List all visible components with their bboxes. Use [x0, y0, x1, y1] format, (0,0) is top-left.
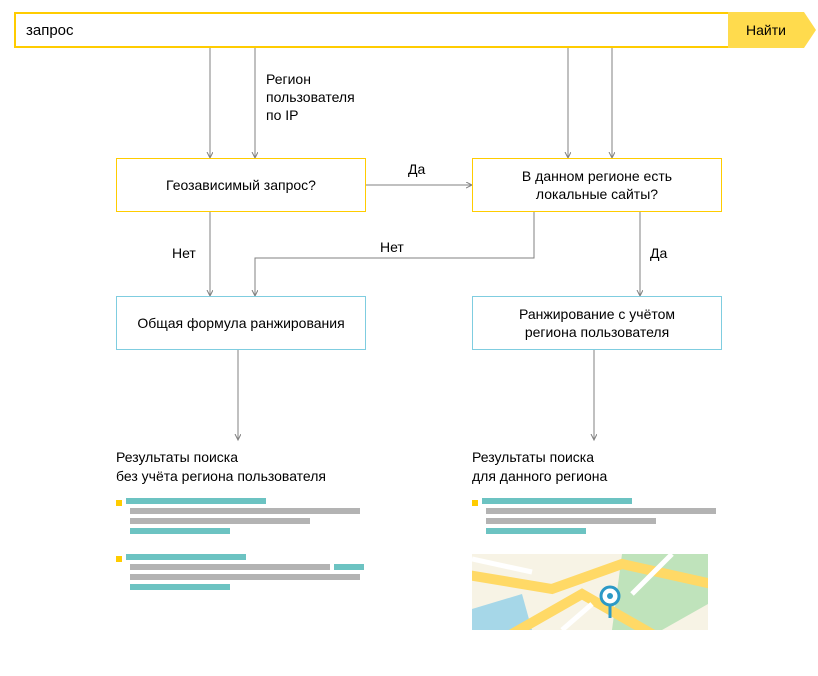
search-button[interactable]: Найти: [728, 12, 804, 48]
edge-label-yes-1: Да: [408, 160, 425, 178]
serp-line: [486, 518, 656, 524]
serp-line: [130, 508, 360, 514]
serp-line: [486, 508, 716, 514]
serp-line: [130, 564, 330, 570]
node-geo-query: Геозависимый запрос?: [116, 158, 366, 212]
serp-item: [116, 554, 364, 594]
edge-label-region-ip: Регион пользователя по IP: [266, 70, 355, 125]
serp-line: [486, 528, 586, 534]
search-input[interactable]: [14, 12, 728, 48]
serp-bullet: [116, 556, 122, 562]
serp-line: [126, 498, 266, 504]
node-general-formula: Общая формула ранжирования: [116, 296, 366, 350]
serp-line: [130, 574, 360, 580]
serp-bullet: [472, 500, 478, 506]
results-right-title: Результаты поиска для данного региона: [472, 448, 716, 486]
serp-line: [482, 498, 632, 504]
search-bar: Найти: [14, 12, 804, 48]
serp-line: [130, 518, 310, 524]
node-local-sites: В данном регионе есть локальные сайты?: [472, 158, 722, 212]
serp-line: [334, 564, 364, 570]
results-left: Результаты поиска без учёта региона поль…: [116, 448, 364, 610]
edge-label-yes-2: Да: [650, 244, 667, 262]
serp-item: [472, 498, 716, 538]
serp-line: [126, 554, 246, 560]
node-region-ranking: Ранжирование с учётом региона пользовате…: [472, 296, 722, 350]
map-preview: [472, 554, 708, 630]
results-left-title: Результаты поиска без учёта региона поль…: [116, 448, 364, 486]
edge-label-no-1: Нет: [172, 244, 196, 262]
edge-label-no-2: Нет: [380, 238, 404, 256]
serp-line: [130, 584, 230, 590]
serp-item: [116, 498, 364, 538]
serp-line: [130, 528, 230, 534]
serp-bullet: [116, 500, 122, 506]
results-right: Результаты поиска для данного региона: [472, 448, 716, 630]
